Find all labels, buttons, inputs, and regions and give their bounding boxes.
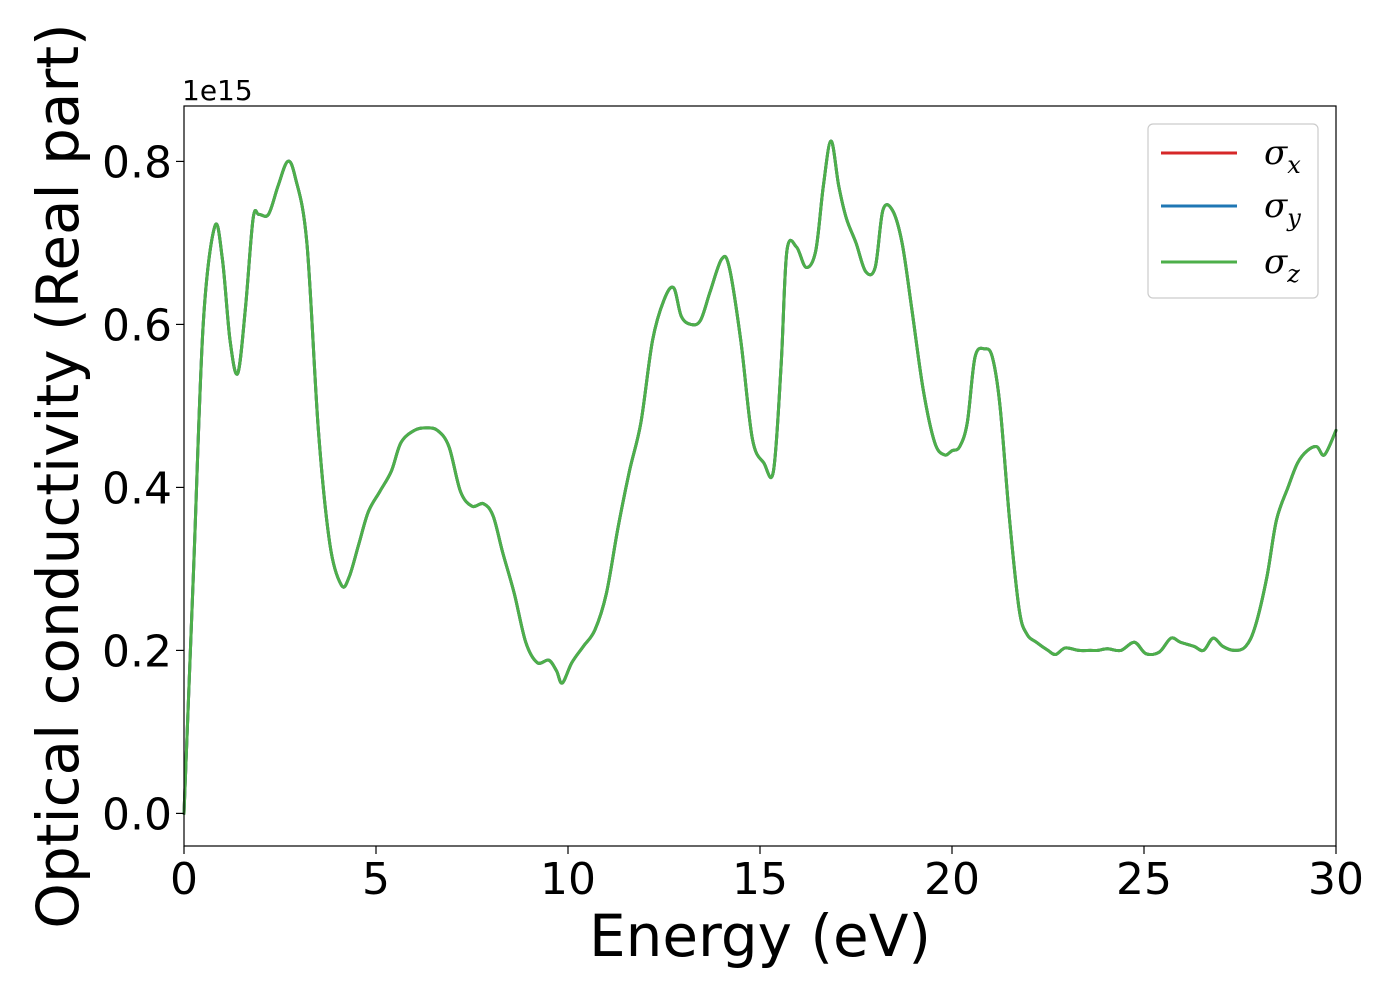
y-axis-title: Optical conductivity (Real part) (24, 23, 92, 928)
x-axis-ticks: 0 5 10 15 20 25 30 (170, 846, 1364, 905)
x-tick-label: 10 (540, 854, 596, 905)
x-axis-title: Energy (eV) (589, 902, 931, 970)
x-tick-label: 30 (1308, 854, 1364, 905)
y-tick-label: 0.0 (102, 789, 172, 840)
series-line-sigma-z (182, 139, 1338, 815)
x-tick-label: 20 (924, 854, 980, 905)
x-tick-label: 5 (362, 854, 390, 905)
x-tick-label: 0 (170, 854, 198, 905)
y-tick-label: 0.4 (102, 463, 172, 514)
x-tick-label: 15 (732, 854, 788, 905)
y-axis-ticks: 0.0 0.2 0.4 0.6 0.8 (102, 137, 184, 840)
legend-frame (1147, 123, 1319, 299)
y-offset-label: 1e15 (182, 74, 253, 107)
y-tick-label: 0.2 (102, 626, 172, 677)
series-layer (182, 139, 1338, 815)
y-tick-label: 0.6 (102, 300, 172, 351)
x-tick-label: 25 (1116, 854, 1172, 905)
y-tick-label: 0.8 (102, 137, 172, 188)
plot-background (184, 106, 1336, 846)
